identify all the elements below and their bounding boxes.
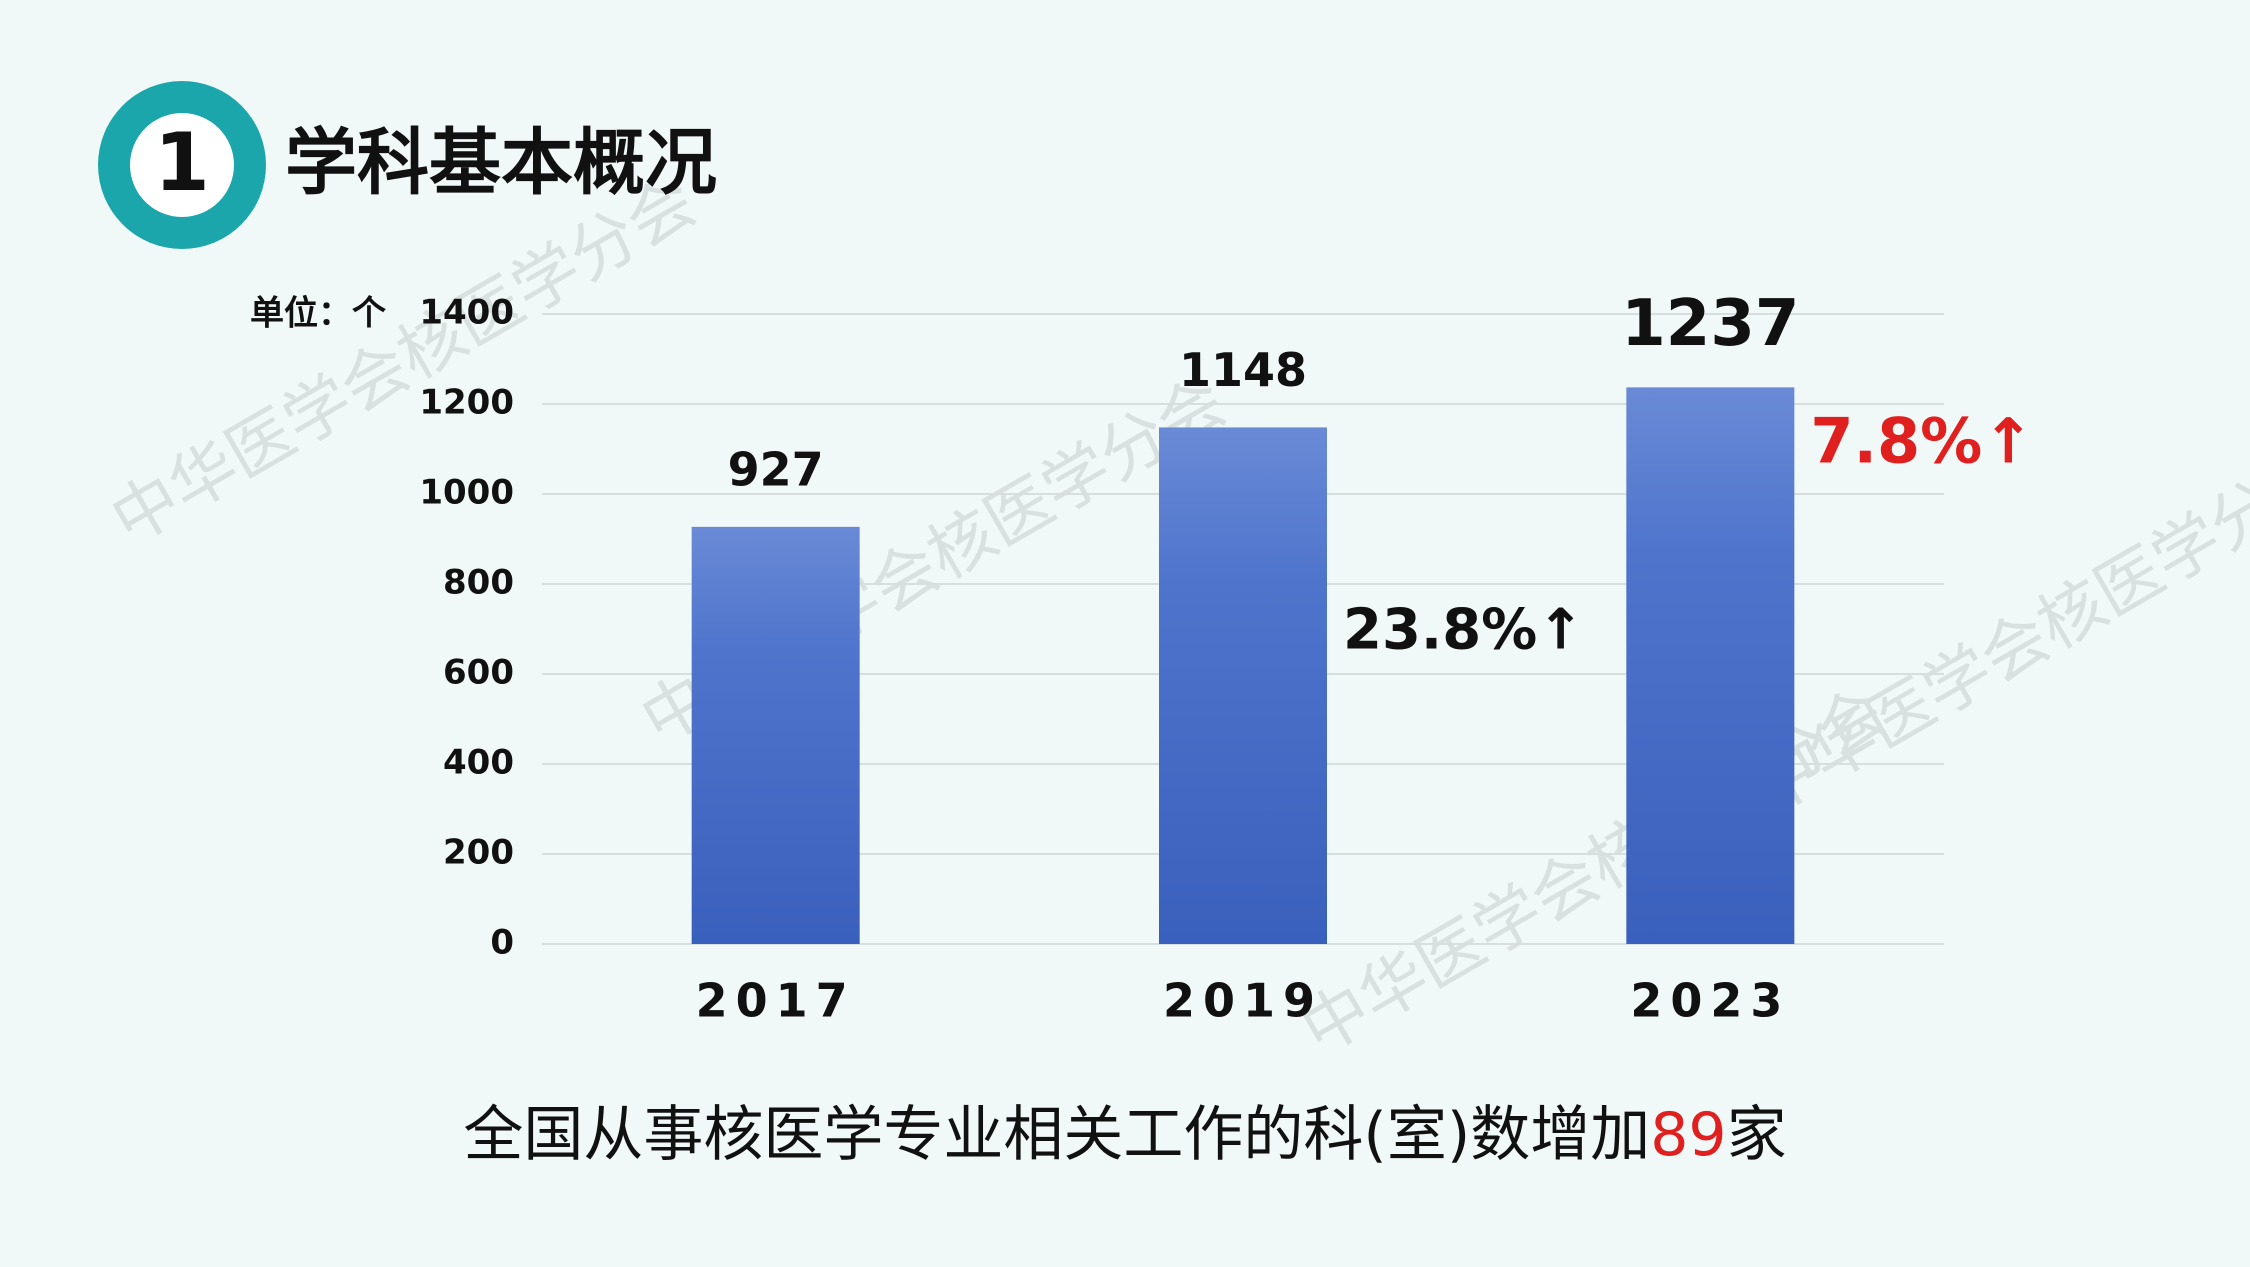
- y-tick-label: 0: [490, 923, 514, 963]
- bar: [1159, 427, 1327, 944]
- unit-label: 单位：个: [250, 294, 386, 334]
- badge-number: 1: [154, 116, 210, 209]
- y-tick-label: 400: [443, 743, 514, 783]
- x-tick-label: 2019: [1163, 974, 1323, 1028]
- y-tick-label: 600: [443, 653, 514, 693]
- growth-annotation: 7.8%↑: [1810, 404, 2034, 477]
- data-label: 1237: [1621, 287, 1799, 361]
- x-tick-label: 2023: [1630, 974, 1790, 1028]
- footer-after: 家: [1727, 1100, 1787, 1170]
- chart: 0 200 400 600 800 1000 1200 1400 2017 927 2019 1148…: [419, 287, 2034, 1028]
- y-tick-label: 200: [443, 833, 514, 873]
- y-tick-label: 1000: [419, 473, 514, 513]
- section-title: 学科基本概况: [285, 121, 717, 205]
- footer-text: 全国从事核医学专业相关工作的科(室)数增加89家: [463, 1100, 1786, 1170]
- footer-highlight: 89: [1650, 1100, 1726, 1170]
- y-tick-label: 800: [443, 563, 514, 603]
- growth-annotation: 23.8%↑: [1343, 598, 1584, 663]
- bar: [1626, 387, 1795, 945]
- footer-before: 全国从事核医学专业相关工作的科(室)数增加: [463, 1100, 1650, 1170]
- y-tick-label: 1400: [419, 293, 514, 333]
- data-label: 1148: [1179, 343, 1307, 397]
- badge-inner: [130, 113, 234, 217]
- x-tick-label: 2017: [696, 974, 856, 1028]
- bar: [691, 526, 860, 944]
- y-tick-label: 1200: [419, 383, 514, 423]
- data-label: 927: [728, 442, 824, 496]
